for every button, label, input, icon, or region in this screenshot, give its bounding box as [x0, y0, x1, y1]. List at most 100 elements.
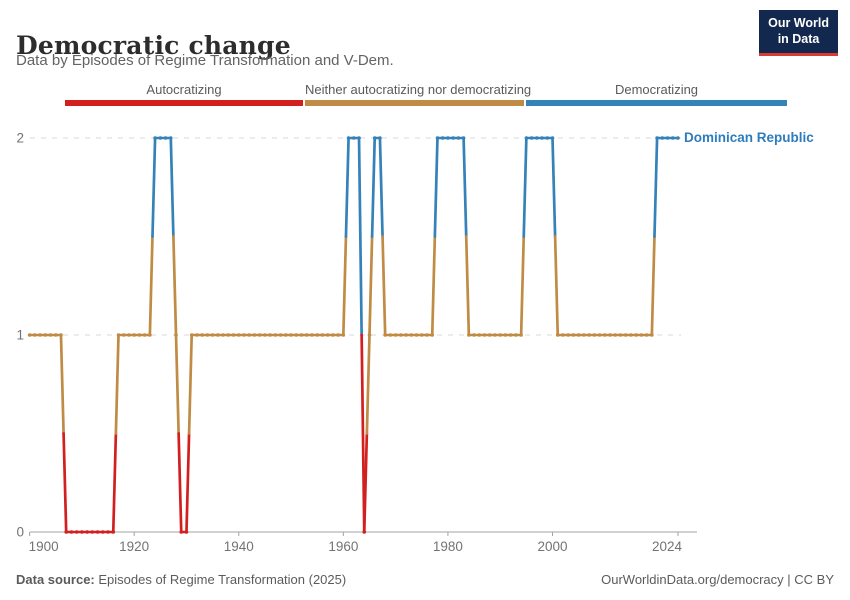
data-point-1986 — [477, 333, 482, 337]
data-point-1928 — [174, 333, 178, 337]
series-entity-label[interactable]: Dominican Republic — [684, 130, 814, 145]
data-point-1934 — [205, 333, 210, 337]
data-point-1980 — [446, 136, 450, 140]
data-point-1997 — [535, 136, 539, 140]
data-point-1968 — [383, 333, 387, 337]
line-segment — [148, 235, 154, 337]
data-point-1970 — [393, 333, 398, 337]
data-point-2016 — [634, 333, 638, 337]
legend-swatch-democratizing — [526, 100, 787, 106]
data-point-1903 — [43, 333, 48, 337]
chart-footer: Data source: Episodes of Regime Transfor… — [16, 572, 834, 587]
data-point-1974 — [414, 333, 419, 337]
data-point-1984 — [467, 333, 471, 337]
owid-logo[interactable]: Our World in Data — [759, 10, 838, 56]
legend-item-neither[interactable]: Neither autocratizing nor democratizing — [305, 82, 532, 106]
data-point-2021 — [660, 136, 665, 140]
data-point-2002 — [561, 333, 565, 337]
y-tick-label-1: 1 — [16, 328, 24, 343]
data-point-1971 — [399, 333, 403, 337]
data-point-1975 — [419, 333, 424, 337]
data-point-1994 — [519, 333, 523, 337]
data-point-1907 — [64, 530, 69, 534]
data-point-1958 — [331, 333, 335, 337]
data-point-1940 — [236, 333, 241, 337]
data-point-1910 — [80, 530, 84, 534]
data-point-1918 — [121, 333, 126, 337]
line-segment — [464, 235, 471, 337]
data-point-1937 — [221, 333, 225, 337]
data-point-1969 — [388, 333, 393, 337]
data-point-1953 — [304, 333, 309, 337]
line-segment — [430, 235, 437, 337]
x-tick-label: 1980 — [433, 539, 463, 554]
data-point-1993 — [514, 333, 518, 337]
data-point-1948 — [278, 333, 283, 337]
data-point-1913 — [95, 530, 100, 534]
series-line[interactable] — [27, 136, 680, 534]
line-segment — [341, 235, 348, 337]
data-point-1916 — [111, 530, 116, 534]
data-point-1989 — [493, 333, 497, 337]
legend-swatch-neither — [305, 100, 524, 106]
data-point-1996 — [529, 136, 534, 140]
data-point-1901 — [33, 333, 37, 337]
credit-link[interactable]: OurWorldinData.org/democracy | CC BY — [601, 572, 834, 587]
data-point-1911 — [85, 530, 89, 534]
legend-item-autocratizing[interactable]: Autocratizing — [65, 82, 303, 106]
data-point-1998 — [540, 136, 544, 140]
legend-item-democratizing[interactable]: Democratizing — [526, 82, 787, 106]
data-point-1945 — [263, 333, 267, 337]
data-point-1906 — [59, 333, 63, 337]
data-point-1920 — [132, 333, 136, 337]
data-point-1973 — [409, 333, 414, 337]
legend-label: Neither autocratizing nor democratizing — [305, 82, 532, 97]
line-segment — [551, 136, 557, 238]
data-point-1931 — [189, 333, 194, 337]
data-point-1902 — [38, 333, 42, 337]
data-point-1944 — [257, 333, 262, 337]
line-segment — [174, 333, 180, 435]
line-segment — [370, 136, 377, 238]
line-segment — [381, 235, 387, 337]
line-segment — [522, 136, 528, 238]
data-point-1927 — [168, 136, 173, 140]
data-point-1966 — [372, 136, 377, 140]
data-point-1972 — [404, 333, 408, 337]
data-point-1914 — [101, 530, 105, 534]
data-point-1935 — [210, 333, 215, 337]
line-segment — [62, 432, 68, 534]
data-point-2006 — [582, 333, 586, 337]
line-segment — [653, 136, 659, 238]
legend-swatch-autocratizing — [65, 100, 303, 106]
x-tick-label: 2024 — [652, 539, 683, 554]
data-point-1955 — [315, 333, 319, 337]
data-point-1947 — [273, 333, 278, 337]
data-point-1965 — [367, 333, 372, 337]
data-point-1939 — [231, 333, 236, 337]
data-point-1943 — [252, 333, 257, 337]
line-segment — [114, 333, 120, 435]
data-point-1983 — [461, 136, 466, 140]
data-point-1959 — [336, 333, 340, 337]
category-legend: Autocratizing Neither autocratizing nor … — [0, 82, 850, 110]
data-point-2019 — [650, 333, 654, 337]
data-point-1908 — [69, 530, 74, 534]
line-segment — [169, 136, 175, 238]
data-point-1990 — [498, 333, 503, 337]
data-point-2003 — [566, 333, 570, 337]
data-point-1933 — [200, 333, 204, 337]
line-segment — [462, 136, 468, 238]
data-point-2018 — [644, 333, 649, 337]
line-segment — [111, 432, 118, 534]
line-segment — [187, 333, 194, 435]
data-point-2008 — [592, 333, 597, 337]
data-point-1941 — [242, 333, 246, 337]
data-point-1978 — [435, 136, 440, 140]
line-segment — [344, 136, 350, 238]
data-point-2009 — [597, 333, 602, 337]
data-point-1999 — [545, 136, 550, 140]
data-point-1946 — [268, 333, 272, 337]
data-point-2015 — [629, 333, 633, 337]
